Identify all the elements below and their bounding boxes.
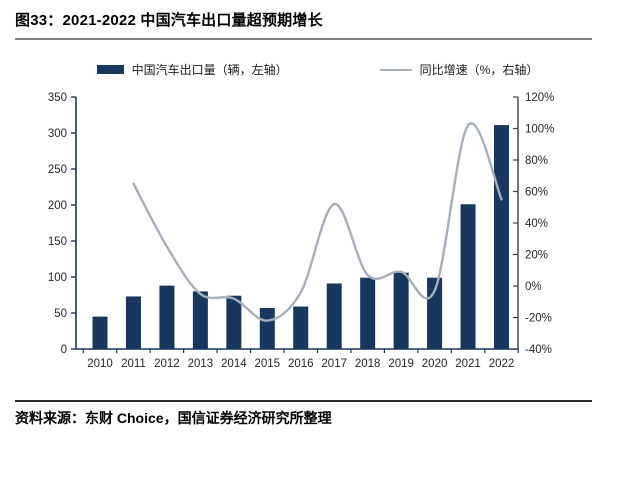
- left-axis-label: 350: [48, 92, 67, 104]
- left-axis-label: 200: [48, 200, 67, 212]
- x-axis-label: 2022: [489, 358, 515, 370]
- line-swatch-icon: [379, 68, 412, 71]
- left-axis-label: 150: [48, 236, 67, 248]
- x-axis-label: 2013: [188, 358, 214, 370]
- left-axis-label: 300: [48, 128, 67, 140]
- x-axis-label: 2021: [455, 358, 481, 370]
- x-axis-label: 2019: [388, 358, 414, 370]
- bar-2013: [192, 291, 208, 349]
- x-axis-label: 2017: [321, 358, 347, 370]
- legend-label-exports: 中国汽车出口量（辆，左轴）: [131, 63, 288, 77]
- right-axis-label: 40%: [525, 218, 548, 230]
- title-divider: [15, 38, 592, 40]
- x-axis-label: 2010: [87, 358, 113, 370]
- bar-swatch-icon: [96, 65, 124, 74]
- bar-2010: [92, 316, 108, 349]
- x-axis-label: 2015: [254, 358, 280, 370]
- right-axis-label: -20%: [525, 313, 552, 325]
- bar-2019: [393, 272, 409, 349]
- growth-rate-line: [132, 122, 503, 322]
- legend-item-growth: 同比增速（%，右轴）: [379, 61, 539, 78]
- x-axis-label: 2018: [355, 358, 381, 370]
- bar-2012: [159, 285, 175, 349]
- source-note: 资料来源：东财 Choice，国信证券经济研究所整理: [15, 410, 332, 426]
- bar-2018: [360, 277, 376, 349]
- legend-item-exports: 中国汽车出口量（辆，左轴）: [96, 61, 288, 78]
- x-axis-label: 2011: [121, 358, 146, 370]
- left-axis-label: 250: [48, 164, 67, 176]
- chart-legend: 中国汽车出口量（辆，左轴） 同比增速（%，右轴）: [0, 61, 635, 78]
- figure-title: 图33：2021-2022 中国汽车出口量超预期增长: [15, 12, 323, 29]
- bar-2022: [494, 125, 509, 349]
- right-axis-label: 100%: [525, 124, 554, 136]
- right-axis-label: 20%: [525, 250, 548, 262]
- source-divider: [15, 400, 592, 402]
- bar-2016: [293, 306, 309, 349]
- right-axis-label: 80%: [525, 155, 548, 167]
- right-axis-label: 0%: [525, 281, 542, 293]
- right-axis-label: 120%: [525, 92, 554, 104]
- x-axis-label: 2020: [422, 358, 448, 370]
- legend-label-growth: 同比增速（%，右轴）: [419, 63, 539, 77]
- bar-2014: [226, 295, 242, 349]
- combo-chart-plot: 0 50 100 150 200 250 300 350 -40% -20% 0% 20% 40% 60%…: [48, 92, 555, 370]
- right-axis-label: 60%: [525, 187, 548, 199]
- x-axis-label: 2012: [154, 358, 180, 370]
- left-axis-label: 0: [61, 344, 67, 356]
- right-axis-label: -40%: [525, 344, 552, 356]
- bar-2017: [326, 283, 342, 349]
- left-axis-label: 100: [48, 272, 67, 284]
- x-axis-label: 2014: [221, 358, 247, 370]
- left-axis-label: 50: [54, 308, 67, 320]
- bar-2015: [259, 307, 275, 349]
- bar-2021: [460, 204, 476, 349]
- bar-2011: [125, 296, 141, 349]
- x-axis-label: 2016: [288, 358, 314, 370]
